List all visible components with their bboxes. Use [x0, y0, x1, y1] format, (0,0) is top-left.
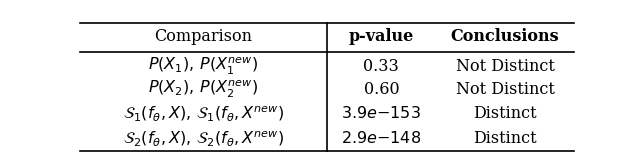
Text: $\mathcal{S}_1(f_\theta, X),\, \mathcal{S}_1(f_\theta, X^{new})$: $\mathcal{S}_1(f_\theta, X),\, \mathcal{… — [122, 104, 284, 123]
Text: Distinct: Distinct — [473, 106, 537, 122]
Text: Not Distinct: Not Distinct — [456, 58, 554, 75]
Text: 0.33: 0.33 — [364, 58, 399, 75]
Text: Comparison: Comparison — [154, 29, 253, 46]
Text: 0.60: 0.60 — [364, 81, 399, 98]
Text: Not Distinct: Not Distinct — [456, 81, 554, 98]
Text: $P(X_2),\, P(X_2^{new})$: $P(X_2),\, P(X_2^{new})$ — [149, 79, 258, 100]
Text: p-value: p-value — [349, 29, 414, 46]
Text: $\mathcal{S}_2(f_\theta, X),\, \mathcal{S}_2(f_\theta, X^{new})$: $\mathcal{S}_2(f_\theta, X),\, \mathcal{… — [122, 129, 284, 148]
Text: Distinct: Distinct — [473, 130, 537, 147]
Text: Conclusions: Conclusions — [450, 29, 560, 46]
Text: $2.9e{-}148$: $2.9e{-}148$ — [341, 130, 422, 147]
Text: $P(X_1),\, P(X_1^{new})$: $P(X_1),\, P(X_1^{new})$ — [149, 56, 258, 77]
Text: $3.9e{-}153$: $3.9e{-}153$ — [341, 106, 421, 122]
